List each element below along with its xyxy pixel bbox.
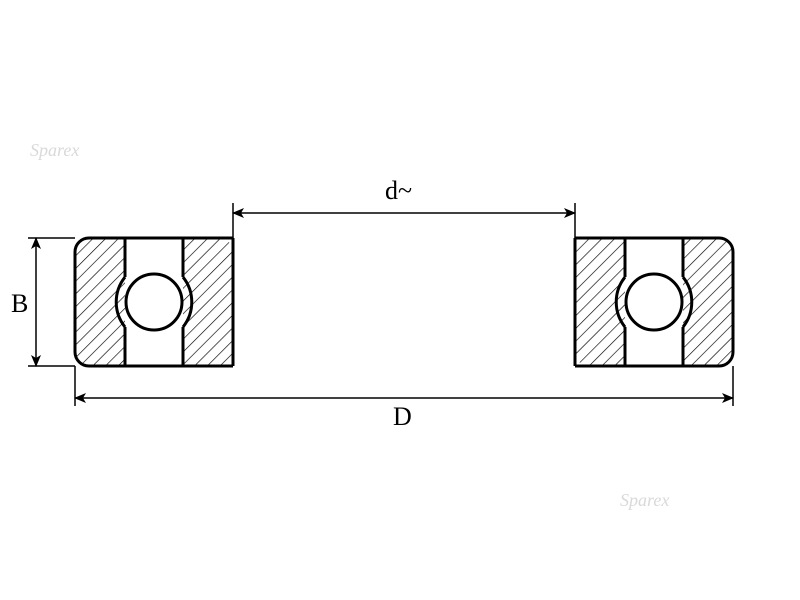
diagram-canvas: B d~ D Sparex Sparex <box>0 0 800 600</box>
dimension-B <box>28 238 75 366</box>
dimension-d <box>233 203 575 238</box>
right-section <box>575 238 733 366</box>
dimension-label-d: d~ <box>385 176 412 206</box>
dimension-label-D: D <box>393 402 412 432</box>
bearing-cross-section-svg <box>0 0 800 600</box>
left-section <box>75 238 233 366</box>
dimension-label-B: B <box>11 289 28 319</box>
dimension-D <box>75 366 733 406</box>
